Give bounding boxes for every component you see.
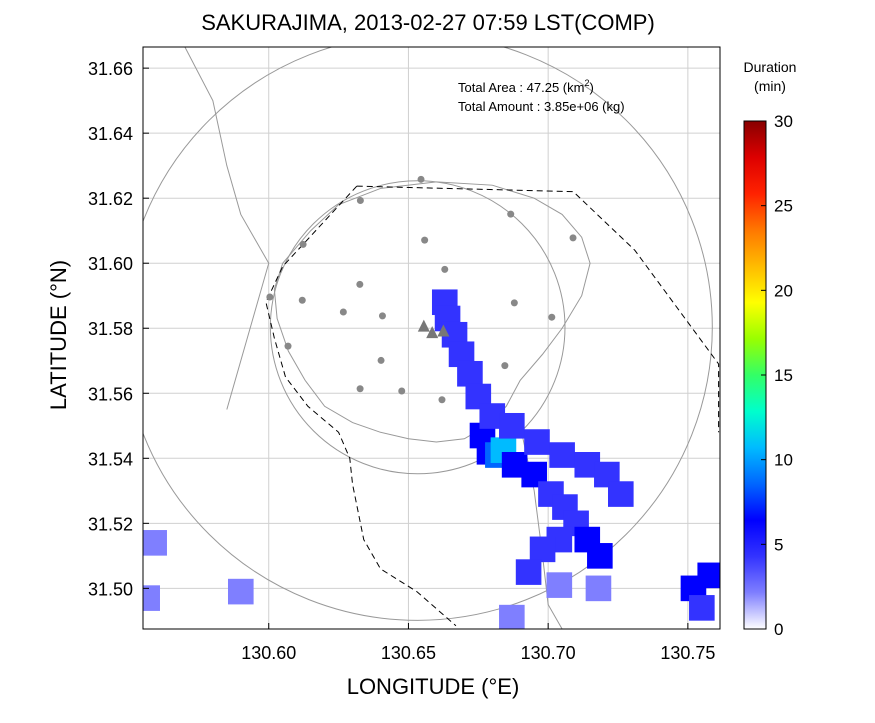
y-tick-label: 31.52	[88, 514, 133, 534]
heatmap-cell	[549, 442, 575, 468]
total-amount-annotation: Total Amount : 3.85e+06 (kg)	[458, 99, 625, 114]
vent-marker	[417, 319, 430, 332]
heatmap-cell	[587, 543, 613, 569]
station-marker	[507, 210, 515, 218]
y-tick-label: 31.64	[88, 124, 133, 144]
heatmap-cell	[143, 585, 160, 611]
colorbar-tick-label: 0	[774, 620, 783, 639]
station-marker	[510, 299, 518, 307]
heatmap-cell	[499, 604, 525, 629]
restricted-boundary-line	[265, 185, 457, 627]
island-coastline	[273, 181, 591, 443]
x-axis-label: LONGITUDE (°E)	[347, 674, 520, 699]
colorbar-title-line1: Duration	[744, 59, 797, 75]
colorbar-tick-label: 15	[774, 366, 793, 385]
area-unit-close: )	[589, 80, 593, 95]
colorbar: 0 5 10 15 20 25 30	[743, 112, 793, 639]
station-marker	[299, 240, 307, 248]
station-marker	[339, 308, 347, 316]
vent-marker	[437, 324, 450, 337]
y-axis-label: LATITUDE (°N)	[46, 260, 71, 410]
area-unit-sup: 2	[584, 78, 589, 88]
heatmap-cell	[585, 575, 612, 602]
total-area-text: Total Area : 47.25 (km	[458, 80, 584, 95]
y-tick-label: 31.62	[88, 189, 133, 209]
x-tick-label: 130.70	[521, 643, 576, 663]
heatmap-cell	[524, 429, 550, 455]
colorbar-tick-label: 5	[774, 535, 783, 554]
station-marker	[569, 234, 577, 242]
heatmap-cell	[608, 481, 634, 507]
y-tick-label: 31.60	[88, 254, 133, 274]
heatmap-cell	[529, 536, 556, 563]
station-marker	[441, 265, 449, 273]
ash-plume-heatmap	[143, 289, 720, 629]
colorbar-tick-label: 10	[774, 451, 793, 470]
station-marker	[501, 362, 509, 370]
heatmap-cell	[457, 360, 483, 387]
colorbar-tick-label: 30	[774, 112, 793, 131]
y-tick-label: 31.56	[88, 384, 133, 404]
x-tick-label: 130.60	[241, 643, 296, 663]
station-marker	[298, 296, 306, 304]
y-tick-label: 31.50	[88, 579, 133, 599]
heatmap-cell	[546, 572, 573, 598]
x-tick-label: 130.65	[381, 643, 436, 663]
colorbar-tick-label: 25	[774, 197, 793, 216]
station-marker	[438, 396, 446, 404]
range-circle	[143, 47, 713, 621]
station-marker	[356, 196, 364, 204]
vent-marker	[426, 326, 439, 339]
range-circles	[143, 47, 713, 621]
station-marker	[377, 356, 385, 364]
station-marker	[398, 387, 406, 395]
station-marker	[284, 342, 292, 350]
y-tick-label: 31.54	[88, 449, 133, 469]
restricted-boundary-line	[356, 185, 720, 433]
x-axis-ticks: 130.60 130.65 130.70 130.75	[241, 623, 715, 663]
plot-frame	[142, 46, 721, 630]
colorbar-title-line2: (min)	[754, 78, 786, 94]
colorbar-tick-label: 20	[774, 281, 793, 300]
x-tick-label: 130.75	[660, 643, 715, 663]
range-circle	[269, 180, 566, 475]
y-axis-ticks: 31.50 31.52 31.54 31.56 31.58 31.60 31.62 31.64…	[88, 59, 149, 599]
heatmap-cell	[697, 562, 720, 589]
restricted-area-boundary	[265, 185, 720, 627]
heatmap-cell	[499, 412, 525, 439]
heatmap-cell	[143, 530, 167, 556]
volcano-vents	[417, 319, 450, 339]
station-marker	[378, 312, 386, 320]
station-marker	[356, 280, 364, 288]
station-marker	[356, 385, 364, 393]
station-marker	[548, 313, 556, 321]
observation-stations	[266, 175, 577, 404]
y-tick-label: 31.58	[88, 319, 133, 339]
station-marker	[421, 236, 429, 244]
total-area-annotation: Total Area : 47.25 (km2)	[458, 78, 594, 95]
heatmap-cell	[515, 559, 542, 585]
y-tick-label: 31.66	[88, 59, 133, 79]
chart-title: SAKURAJIMA, 2013-02-27 07:59 LST(COMP)	[201, 10, 655, 35]
station-marker	[417, 175, 425, 183]
mainland-coastline	[184, 47, 270, 410]
grid	[143, 47, 720, 629]
heatmap-cell	[689, 595, 715, 621]
heatmap-cell	[227, 578, 254, 605]
station-marker	[266, 293, 274, 301]
